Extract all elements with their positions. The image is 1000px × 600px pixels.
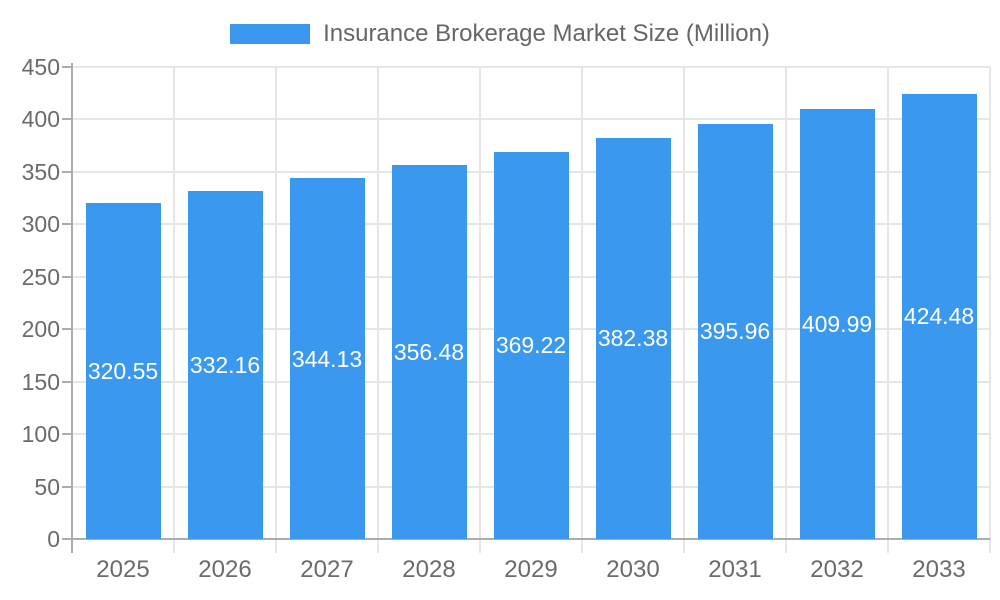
bar-value-label: 344.13 <box>291 345 363 372</box>
y-axis-tick <box>62 485 72 488</box>
x-tick-label: 2029 <box>504 556 558 583</box>
bar-2030[interactable] <box>596 137 671 539</box>
y-tick-label: 100 <box>21 421 60 448</box>
bar-value-label: 369.22 <box>495 332 567 359</box>
y-axis-tick <box>62 433 72 436</box>
bar-2027[interactable] <box>290 178 365 539</box>
gridline-vertical <box>581 67 583 553</box>
x-axis-line <box>62 538 990 540</box>
y-axis-line <box>71 63 73 553</box>
y-tick-label: 250 <box>21 263 60 290</box>
bar-2025[interactable] <box>86 202 161 539</box>
bar-2032[interactable] <box>800 108 875 539</box>
x-tick-label: 2028 <box>402 556 456 583</box>
gridline-vertical <box>173 67 175 553</box>
bar-value-label: 424.48 <box>903 303 975 330</box>
x-tick-label: 2026 <box>198 556 252 583</box>
y-tick-label: 150 <box>21 368 60 395</box>
x-tick-label: 2025 <box>96 556 150 583</box>
bar-value-label: 409.99 <box>801 310 873 337</box>
y-tick-label: 350 <box>21 158 60 185</box>
y-axis-tick <box>62 275 72 278</box>
y-axis-tick <box>62 380 72 383</box>
plot-area: 320.55 2025 332.16 2026 344.13 2027 356.48 2028… <box>22 54 991 583</box>
gridline-vertical <box>377 67 379 553</box>
bar-value-label: 395.96 <box>699 318 771 345</box>
gridline-horizontal <box>72 118 990 121</box>
y-tick-label: 450 <box>21 54 60 80</box>
y-axis-tick <box>62 223 72 226</box>
legend-swatch <box>230 24 311 44</box>
bar-value-label: 382.38 <box>597 325 669 352</box>
y-axis-tick <box>62 328 72 331</box>
legend-label: Insurance Brokerage Market Size (Million… <box>323 20 770 47</box>
gridline-horizontal <box>72 66 990 68</box>
bar-2028[interactable] <box>392 165 467 539</box>
gridline-vertical <box>479 67 481 553</box>
gridline-vertical <box>785 67 787 553</box>
y-tick-label: 200 <box>21 316 60 343</box>
x-tick-label: 2030 <box>606 556 660 583</box>
gridline-vertical <box>683 67 685 553</box>
x-tick-label: 2031 <box>708 556 762 583</box>
y-axis-tick <box>62 66 72 68</box>
bar-value-label: 356.48 <box>393 339 465 366</box>
x-tick-label: 2032 <box>810 556 864 583</box>
y-tick-label: 400 <box>21 106 60 133</box>
bar-2029[interactable] <box>494 151 569 539</box>
gridline-vertical <box>989 67 991 553</box>
y-tick-label: 50 <box>34 473 60 500</box>
bar-value-label: 320.55 <box>87 357 159 384</box>
y-axis-tick <box>62 170 72 173</box>
bar-value-label: 332.16 <box>189 351 261 378</box>
bar-2026[interactable] <box>188 190 263 539</box>
gridline-vertical <box>275 67 277 553</box>
chart-legend[interactable]: Insurance Brokerage Market Size (Million… <box>0 22 1000 46</box>
y-tick-label: 0 <box>47 526 60 552</box>
bar-2033[interactable] <box>902 93 977 539</box>
bar-2031[interactable] <box>698 123 773 539</box>
x-tick-label: 2027 <box>300 556 354 583</box>
x-tick-label: 2033 <box>912 556 966 583</box>
y-axis-tick <box>62 118 72 121</box>
gridline-vertical <box>887 67 889 553</box>
y-tick-label: 300 <box>21 211 60 238</box>
